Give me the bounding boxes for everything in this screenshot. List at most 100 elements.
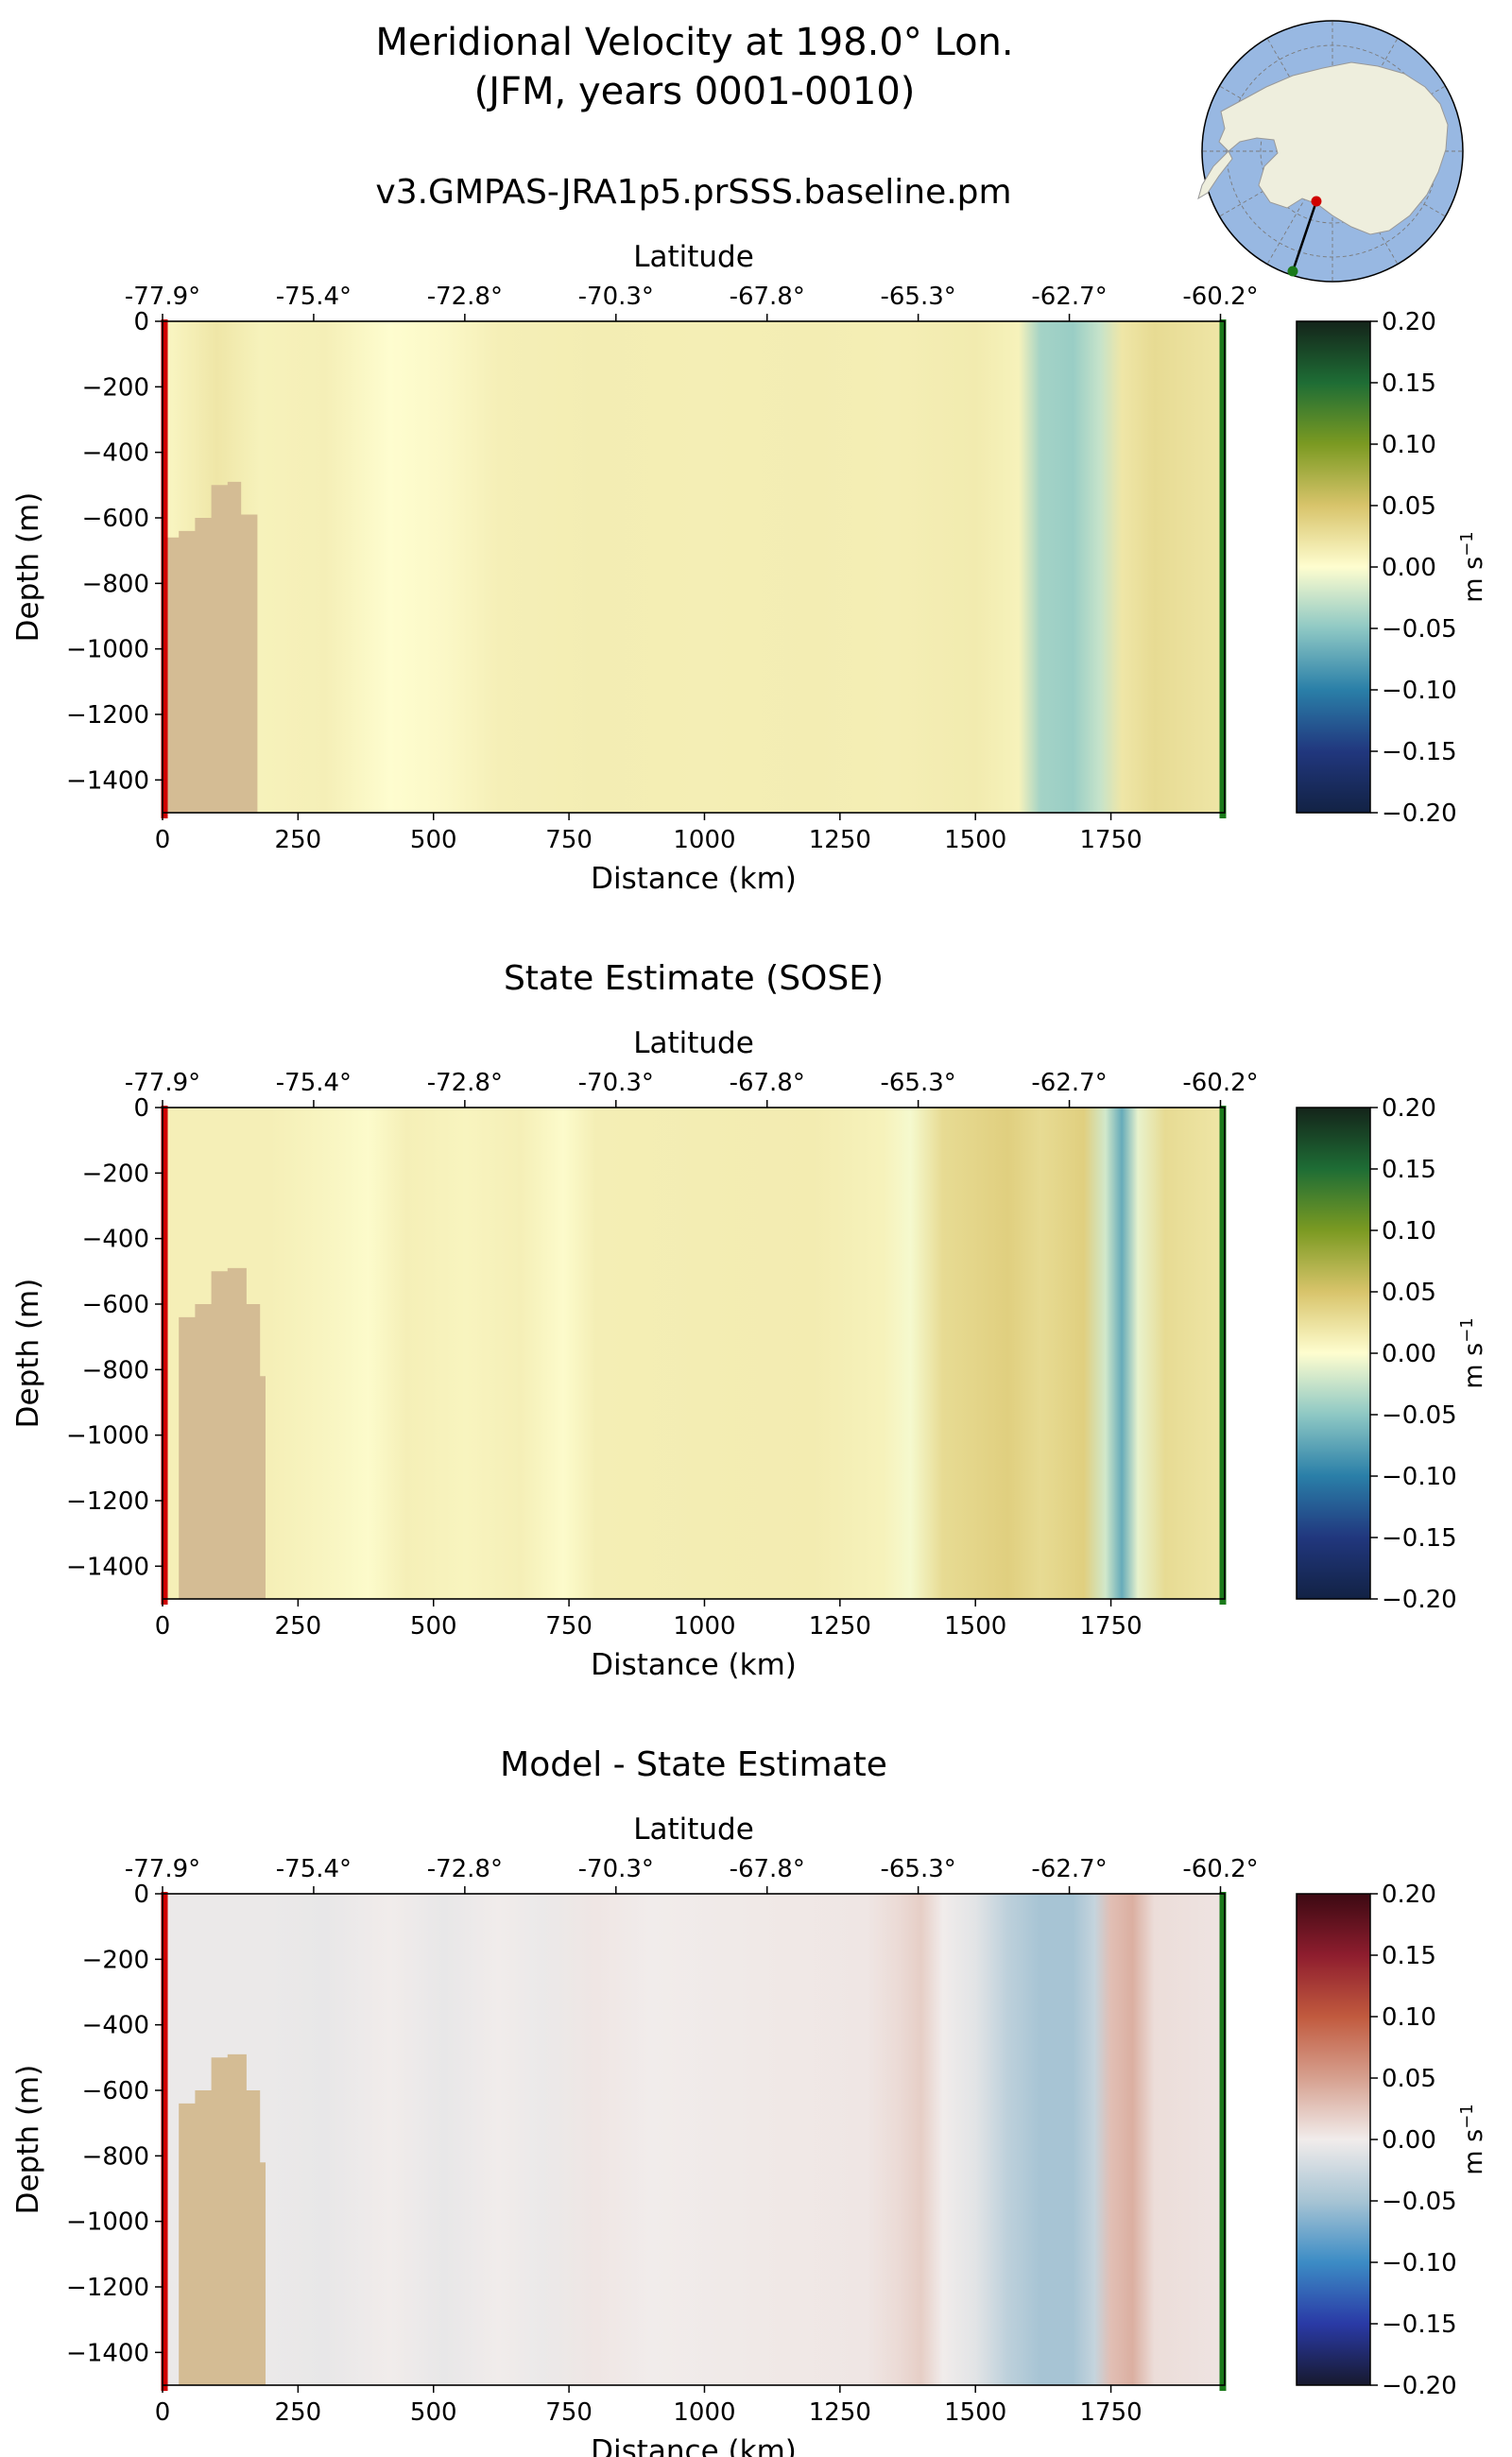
y-tick-label: −1200: [66, 1487, 149, 1516]
panel-state-estimate: State Estimate (SOSE) Latitude 0 250 500 750 1…: [11, 959, 1488, 1682]
x-tick-label: 0: [155, 1612, 171, 1641]
y-tick-label: 0: [133, 308, 149, 336]
lat-tick-label: -60.2°: [1182, 1855, 1258, 1883]
x-tick-label: 750: [545, 826, 593, 854]
x-tick-label: 1250: [809, 826, 871, 854]
colorbar-tick-label: −0.15: [1382, 1524, 1457, 1553]
colorbar-tick-label: −0.15: [1382, 738, 1457, 766]
colorbar-label: m s−1: [1457, 531, 1488, 603]
bathymetry-land: [163, 2053, 266, 2385]
x-tick-label: 500: [410, 1612, 457, 1641]
colorbar-tick-label: 0.05: [1382, 1279, 1436, 1307]
velocity-field: [163, 321, 1225, 813]
lat-tick-label: -62.7°: [1031, 283, 1107, 311]
y-tick-label: −800: [82, 570, 149, 598]
antarctic-peninsula: [1197, 150, 1233, 200]
colorbar-tick-label: 0.00: [1382, 2126, 1436, 2155]
y-tick-label: −800: [82, 2142, 149, 2171]
colorbar-tick-label: 0.00: [1382, 554, 1436, 582]
section-end-point: [1287, 266, 1298, 277]
lat-tick-label: -70.3°: [578, 283, 654, 311]
y-tick-label: −1200: [66, 701, 149, 730]
bathymetry-land: [163, 481, 258, 813]
y-axis-label: Depth (m): [11, 492, 45, 643]
panel-model-minus-state-estimate: Model - State Estimate Latitude 0 250 500 750…: [11, 1745, 1488, 2457]
bathymetry-land: [163, 1267, 266, 1599]
colorbar-tick-label: 0.05: [1382, 2065, 1436, 2093]
x-tick-label: 0: [155, 2398, 171, 2427]
y-tick-label: −1000: [66, 1422, 149, 1451]
panel-title: State Estimate (SOSE): [504, 959, 884, 998]
y-tick-label: −400: [82, 439, 149, 468]
lat-tick-label: -72.8°: [427, 1069, 503, 1097]
map-inset: [1197, 20, 1464, 283]
y-tick-label: 0: [133, 1094, 149, 1123]
x-tick-label: 1750: [1079, 1612, 1142, 1641]
colorbar-tick-label: 0.15: [1382, 369, 1436, 398]
x-tick-label: 500: [410, 826, 457, 854]
x-tick-label: 250: [275, 1612, 322, 1641]
y-tick-label: −200: [82, 1160, 149, 1188]
x-tick-label: 750: [545, 2398, 593, 2427]
top-axis-label: Latitude: [633, 240, 754, 274]
x-axis-label: Distance (km): [591, 2434, 797, 2457]
x-tick-label: 250: [275, 2398, 322, 2427]
y-tick-label: −800: [82, 1356, 149, 1384]
y-tick-label: −200: [82, 1946, 149, 1974]
colorbar: [1296, 320, 1371, 814]
y-axis-label: Depth (m): [11, 1279, 45, 1429]
y-tick-label: −400: [82, 2012, 149, 2040]
plot-frame: [162, 320, 1226, 814]
y-tick-label: −1200: [66, 2274, 149, 2302]
section-line: [1291, 200, 1318, 272]
colorbar-tick-label: −0.10: [1382, 2249, 1457, 2277]
y-tick-label: −1000: [66, 2208, 149, 2237]
colorbar-tick-label: 0.10: [1382, 431, 1436, 459]
x-tick-label: 1000: [673, 2398, 735, 2427]
lat-tick-label: -75.4°: [276, 1069, 352, 1097]
lat-tick-label: -62.7°: [1031, 1855, 1107, 1883]
lat-tick-label: -77.9°: [125, 283, 200, 311]
y-tick-label: −200: [82, 373, 149, 402]
velocity-field: [163, 1894, 1225, 2385]
x-axis-label: Distance (km): [591, 862, 797, 896]
colorbar-tick-label: −0.10: [1382, 677, 1457, 705]
figure-title-line1: Meridional Velocity at 198.0° Lon.: [375, 21, 1013, 64]
panel-title: v3.GMPAS-JRA1p5.prSSS.baseline.pm: [375, 173, 1011, 212]
x-tick-label: 1250: [809, 2398, 871, 2427]
lat-tick-label: -67.8°: [730, 1069, 805, 1097]
colorbar-tick-label: 0.15: [1382, 1156, 1436, 1184]
y-tick-label: −400: [82, 1226, 149, 1254]
lat-tick-label: -70.3°: [578, 1069, 654, 1097]
colorbar-tick-label: 0.10: [1382, 1217, 1436, 1246]
y-tick-label: −600: [82, 2077, 149, 2105]
lat-tick-label: -60.2°: [1182, 1069, 1258, 1097]
colorbar-tick-label: 0.20: [1382, 1881, 1436, 1909]
colorbar-tick-label: 0.15: [1382, 1942, 1436, 1970]
lat-tick-label: -75.4°: [276, 283, 352, 311]
plot-frame: [162, 1107, 1226, 1600]
x-tick-label: 1500: [944, 1612, 1006, 1641]
lat-tick-label: -65.3°: [881, 283, 956, 311]
antarctica-landmass: [1218, 61, 1449, 235]
x-axis-label: Distance (km): [591, 1648, 797, 1682]
x-tick-label: 1750: [1079, 2398, 1142, 2427]
y-tick-label: −1000: [66, 636, 149, 664]
colorbar-tick-label: −0.05: [1382, 615, 1457, 644]
lat-tick-label: -77.9°: [125, 1069, 200, 1097]
lat-tick-label: -67.8°: [730, 283, 805, 311]
lat-tick-label: -60.2°: [1182, 283, 1258, 311]
colorbar-tick-label: −0.20: [1382, 1586, 1457, 1614]
lat-tick-label: -65.3°: [881, 1855, 956, 1883]
y-tick-label: 0: [133, 1881, 149, 1909]
colorbar-tick-label: 0.10: [1382, 2003, 1436, 2032]
x-tick-label: 1750: [1079, 826, 1142, 854]
colorbar-tick-label: 0.05: [1382, 492, 1436, 521]
colorbar-tick-label: −0.15: [1382, 2311, 1457, 2339]
lat-tick-label: -62.7°: [1031, 1069, 1107, 1097]
x-tick-label: 1500: [944, 2398, 1006, 2427]
colorbar-label: m s−1: [1457, 2104, 1488, 2175]
colorbar-tick-label: −0.20: [1382, 799, 1457, 828]
colorbar-label: m s−1: [1457, 1317, 1488, 1389]
colorbar-tick-label: −0.05: [1382, 2188, 1457, 2216]
